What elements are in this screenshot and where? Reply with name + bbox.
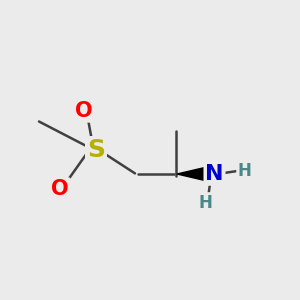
Text: O: O: [51, 179, 69, 199]
Polygon shape: [177, 167, 209, 182]
Text: O: O: [75, 101, 93, 121]
Text: H: H: [238, 162, 251, 180]
Text: N: N: [205, 164, 224, 184]
Text: O: O: [51, 179, 69, 199]
Text: H: H: [199, 194, 212, 211]
Text: H: H: [238, 162, 251, 180]
Text: H: H: [199, 194, 212, 211]
Text: N: N: [205, 164, 224, 184]
Text: S: S: [87, 138, 105, 162]
Text: O: O: [75, 101, 93, 121]
Text: S: S: [87, 138, 105, 162]
